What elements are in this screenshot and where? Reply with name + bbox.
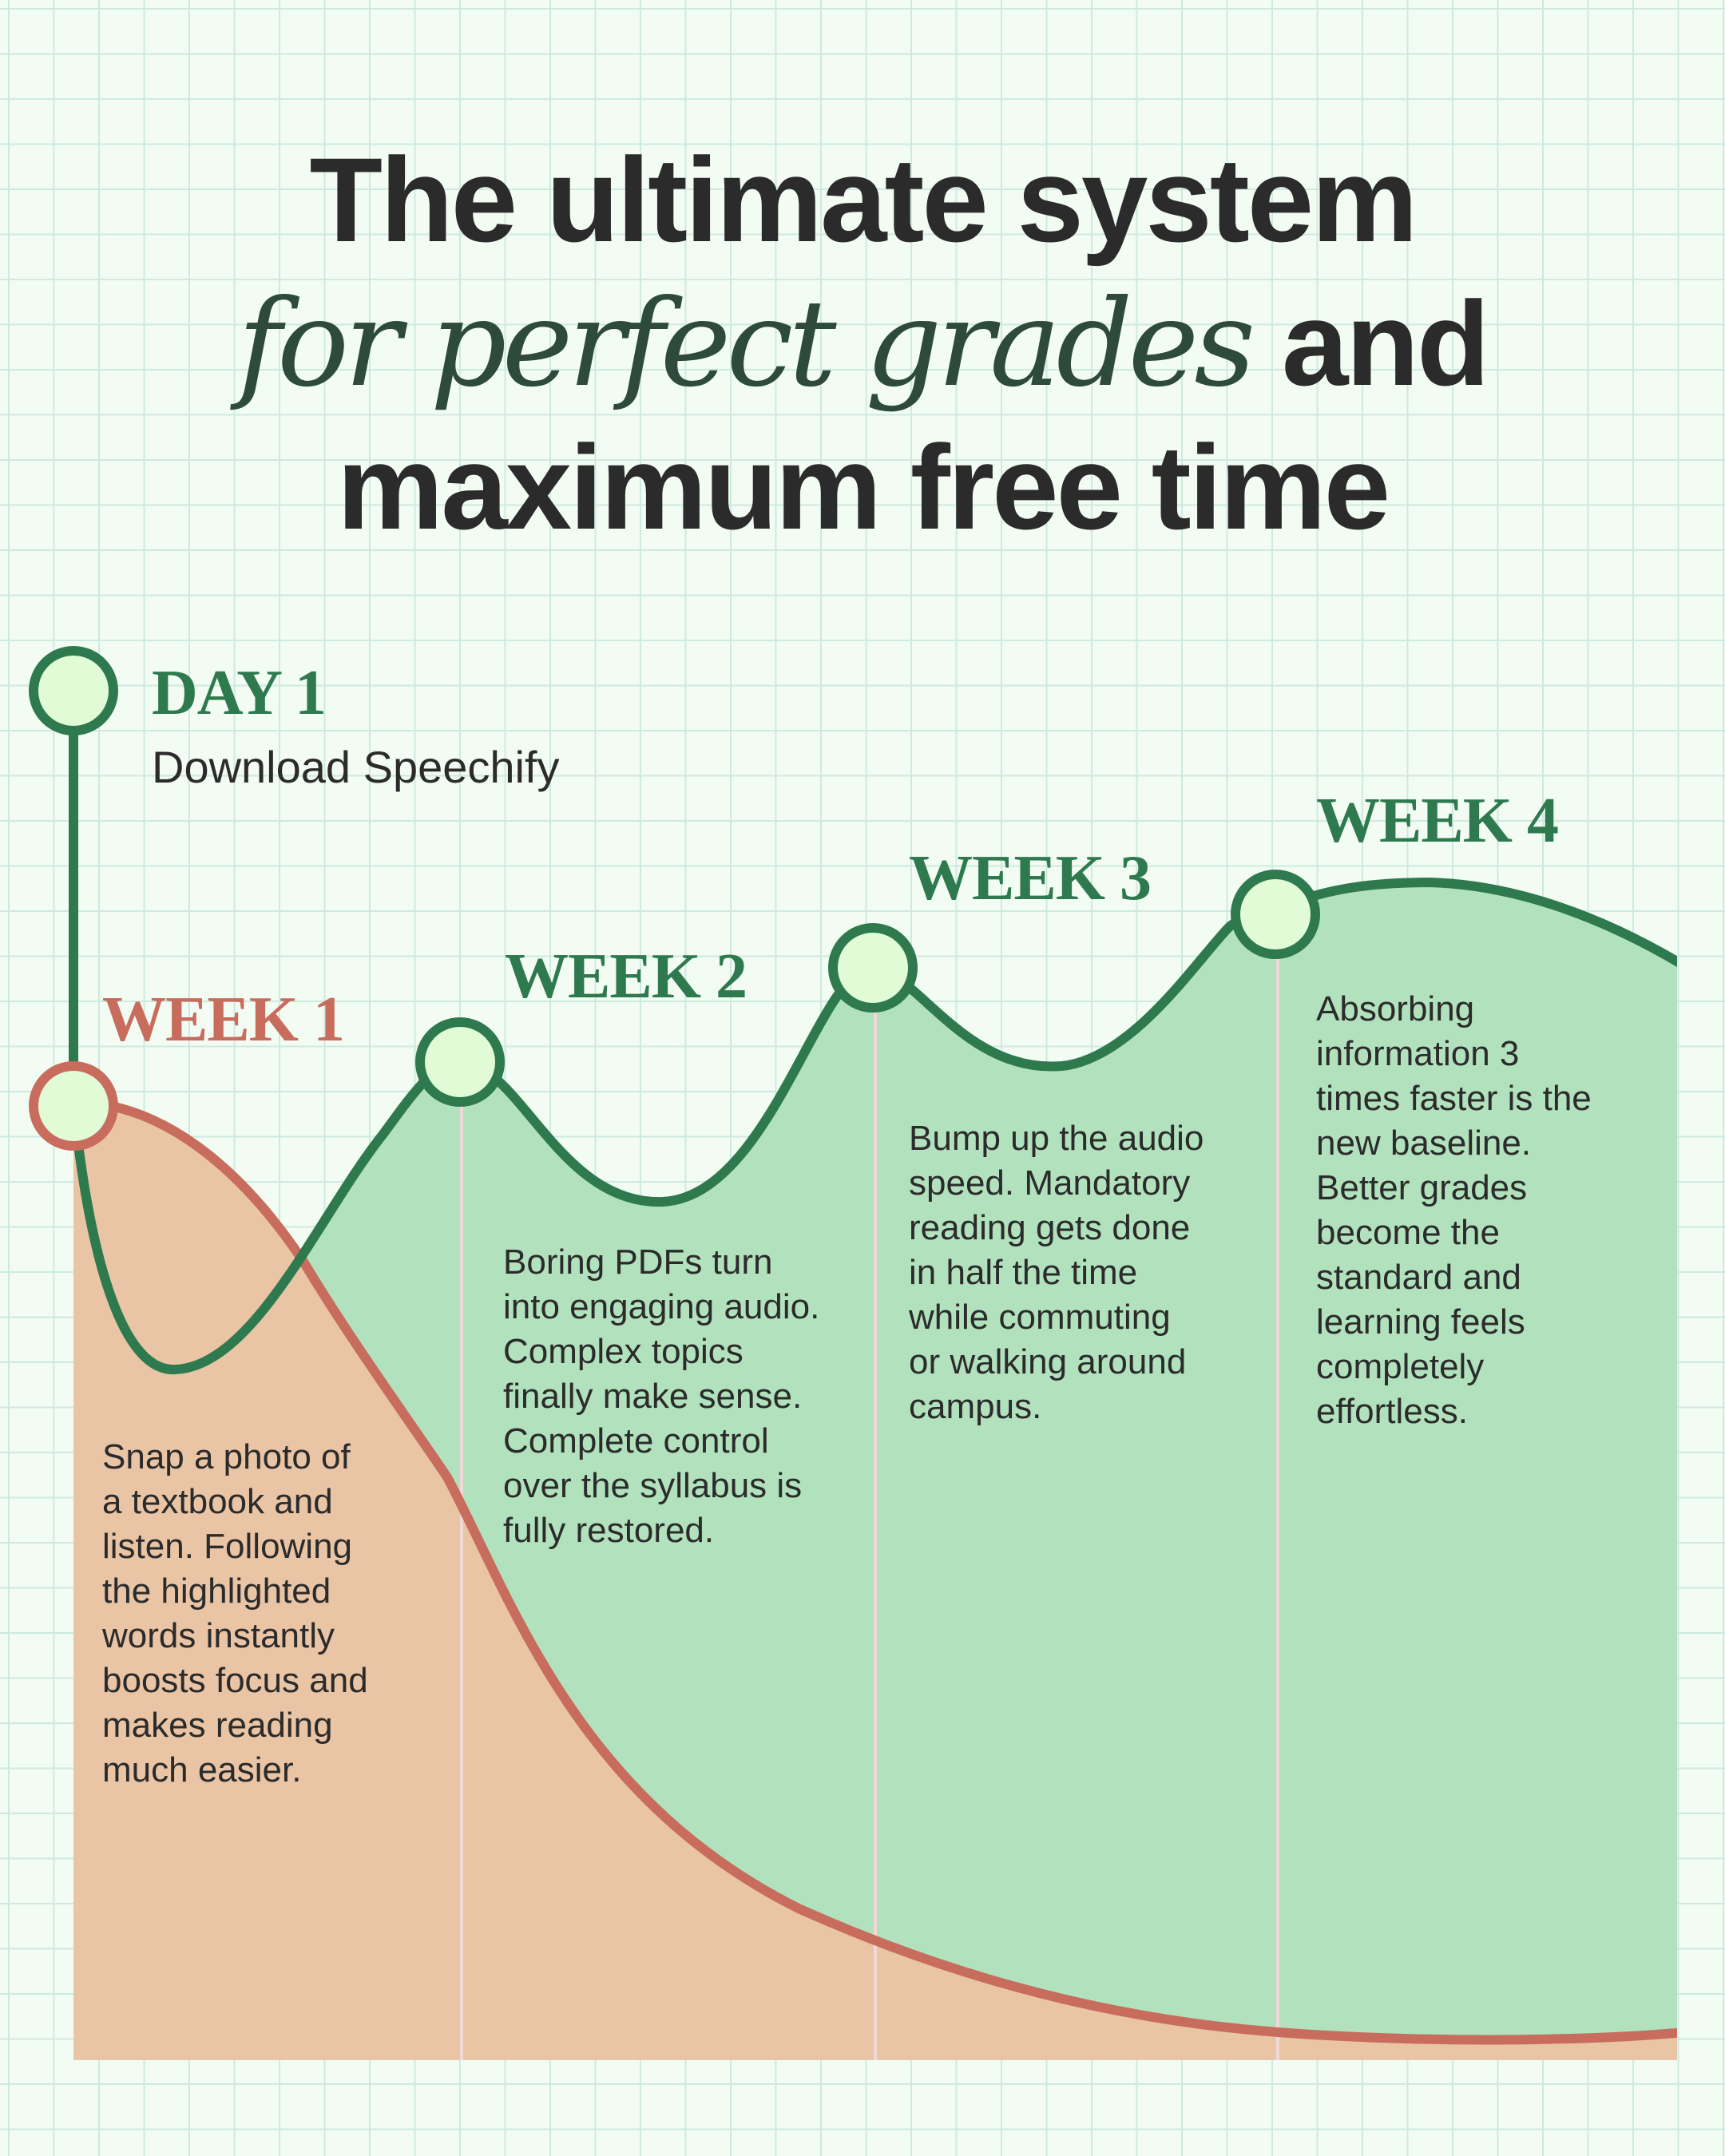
week2-line: finally make sense. (503, 1377, 803, 1416)
week4-line: learning feels (1316, 1302, 1525, 1342)
week1-line: the highlighted (102, 1571, 331, 1611)
week4-line: become the (1316, 1213, 1500, 1252)
week4-line: completely (1316, 1347, 1485, 1386)
week3-description: Bump up the audio speed. Mandatory readi… (909, 1116, 1204, 1429)
week4-title: WEEK 4 (1316, 786, 1559, 856)
week1-marker (29, 1061, 118, 1151)
week3-line: campus. (909, 1387, 1042, 1426)
day1-title: DAY 1 (152, 658, 327, 728)
week3-line: or walking around (909, 1342, 1187, 1381)
week2-title: WEEK 2 (505, 941, 748, 1012)
week2-line: Boring PDFs turn (503, 1242, 773, 1282)
day1-subtitle: Download Speechify (152, 742, 560, 792)
week1-line: listen. Following (102, 1527, 353, 1566)
week4-line: standard and (1316, 1258, 1521, 1297)
week3-line: while commuting (909, 1298, 1171, 1337)
peach-area (73, 1102, 1677, 2060)
week2-line: into engaging audio. (503, 1287, 820, 1326)
week1-line: a textbook and (102, 1482, 333, 1521)
week2-marker (415, 1017, 505, 1107)
day1-marker (29, 646, 118, 735)
week4-line: Better grades (1316, 1168, 1528, 1207)
week4-line: information 3 (1316, 1034, 1520, 1073)
week3-line: speed. Mandatory (909, 1163, 1191, 1203)
headline-line-2-rest: and (1251, 276, 1490, 410)
headline-line-2: for perfect grades and (0, 271, 1725, 416)
headline-line-3: maximum free time (336, 420, 1390, 554)
week3-line: Bump up the audio (909, 1119, 1204, 1158)
week4-marker (1231, 870, 1320, 959)
week1-title: WEEK 1 (102, 985, 345, 1055)
week1-line: words instantly (102, 1616, 335, 1655)
headline-line-1: The ultimate system (309, 133, 1418, 267)
week1-line: makes reading (102, 1706, 333, 1745)
week2-description: Boring PDFs turn into engaging audio. Co… (503, 1240, 819, 1553)
week2-line: over the syllabus is (503, 1466, 803, 1505)
week1-line: much easier. (102, 1750, 302, 1789)
week2-line: Complete control (503, 1421, 769, 1460)
week3-marker (828, 923, 918, 1013)
week4-description: Absorbing information 3 times faster is … (1316, 987, 1592, 1434)
week3-line: reading gets done (909, 1208, 1191, 1247)
week2-line: Complex topics (503, 1332, 744, 1371)
week1-line: boosts focus and (102, 1661, 368, 1700)
week3-line: in half the time (909, 1253, 1138, 1292)
week4-line: new baseline. (1316, 1124, 1532, 1163)
week3-title: WEEK 3 (909, 843, 1152, 914)
week4-line: Absorbing (1316, 989, 1475, 1028)
week4-line: effortless. (1316, 1392, 1468, 1431)
week1-description: Snap a photo of a textbook and listen. F… (102, 1435, 368, 1793)
week1-line: Snap a photo of (102, 1437, 351, 1476)
week4-line: times faster is the (1316, 1079, 1592, 1118)
week2-line: fully restored. (503, 1511, 715, 1550)
headline-accent: for perfect grades (237, 275, 1255, 414)
